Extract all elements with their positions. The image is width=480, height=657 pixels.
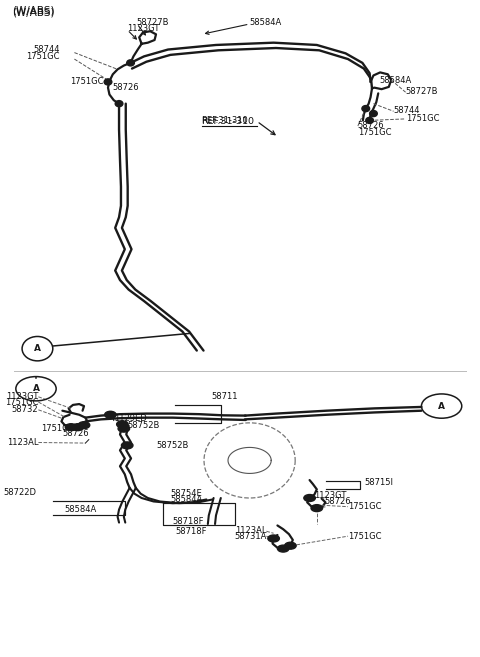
- Circle shape: [65, 424, 77, 430]
- Circle shape: [72, 424, 84, 430]
- Text: 1751GC: 1751GC: [26, 52, 60, 61]
- Text: 58584A: 58584A: [65, 505, 97, 514]
- Circle shape: [78, 422, 90, 428]
- Text: 58722D: 58722D: [3, 487, 36, 497]
- Circle shape: [311, 505, 323, 512]
- Circle shape: [127, 60, 134, 66]
- Circle shape: [268, 535, 279, 542]
- Text: A: A: [33, 384, 39, 394]
- Text: 58726: 58726: [113, 83, 139, 92]
- Text: 58726: 58726: [62, 429, 89, 438]
- Circle shape: [366, 118, 373, 124]
- Text: 1751GC: 1751GC: [358, 128, 391, 137]
- Text: (W/ABS): (W/ABS): [12, 6, 55, 16]
- Text: 58711: 58711: [211, 392, 238, 401]
- Text: 58744: 58744: [34, 45, 60, 54]
- Text: 1751GC: 1751GC: [41, 424, 74, 433]
- Circle shape: [117, 421, 128, 428]
- Text: 1751GC: 1751GC: [406, 114, 439, 123]
- Text: (W/ABS): (W/ABS): [12, 8, 55, 18]
- Text: A: A: [34, 344, 41, 353]
- Text: REF.31-310: REF.31-310: [202, 117, 254, 125]
- Circle shape: [118, 425, 130, 432]
- Text: 1751GC: 1751GC: [348, 532, 382, 541]
- Circle shape: [304, 495, 315, 501]
- Circle shape: [104, 79, 112, 85]
- Text: 58584A: 58584A: [170, 495, 203, 504]
- Text: 58726: 58726: [358, 122, 384, 130]
- Text: 58726: 58726: [324, 497, 350, 507]
- Circle shape: [285, 542, 296, 549]
- Text: 58715I: 58715I: [365, 478, 394, 487]
- Text: 58731A: 58731A: [234, 532, 266, 541]
- Text: 1751GC: 1751GC: [5, 397, 38, 407]
- Text: 58754E: 58754E: [170, 489, 202, 498]
- Text: 58718F: 58718F: [173, 516, 204, 526]
- Circle shape: [121, 442, 133, 449]
- Circle shape: [362, 106, 370, 112]
- Circle shape: [105, 411, 116, 419]
- Text: 1751GC: 1751GC: [348, 501, 382, 510]
- Text: 1751GC: 1751GC: [70, 78, 103, 87]
- Text: 58744: 58744: [394, 106, 420, 115]
- Circle shape: [277, 545, 289, 552]
- Text: 58584A: 58584A: [250, 18, 282, 28]
- Text: 1123GT: 1123GT: [6, 392, 38, 401]
- Text: REF.31-310: REF.31-310: [202, 116, 248, 125]
- Text: 58752B: 58752B: [127, 421, 159, 430]
- Circle shape: [115, 101, 123, 106]
- Text: 58732: 58732: [12, 405, 38, 415]
- Text: 1123AL: 1123AL: [235, 526, 266, 535]
- Text: 58752B: 58752B: [156, 442, 188, 451]
- Circle shape: [370, 110, 377, 116]
- Text: 58718F: 58718F: [175, 527, 207, 535]
- Text: 1123GT: 1123GT: [314, 491, 347, 501]
- Text: 1123GT: 1123GT: [127, 24, 159, 33]
- Text: 1129ED: 1129ED: [114, 414, 147, 423]
- Text: 58584A: 58584A: [379, 76, 411, 85]
- Text: 1123AL: 1123AL: [7, 438, 38, 447]
- Text: 58727B: 58727B: [137, 18, 169, 26]
- Text: 58727B: 58727B: [406, 87, 438, 96]
- Text: A: A: [438, 401, 445, 411]
